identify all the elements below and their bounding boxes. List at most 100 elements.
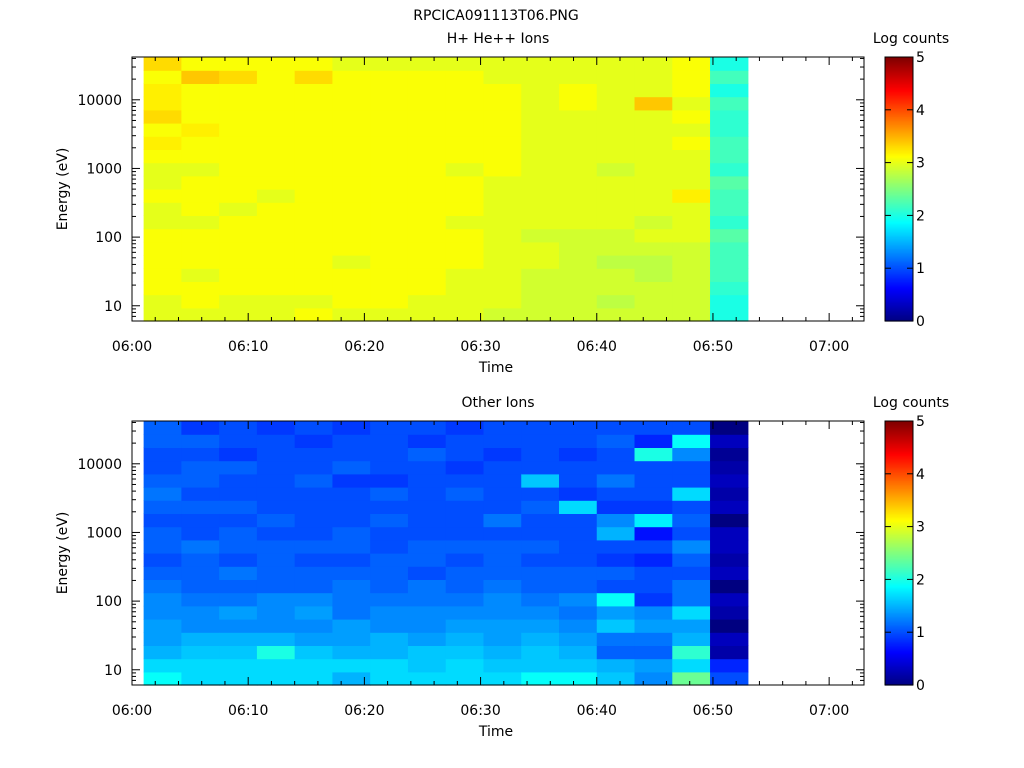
heatmap-cell bbox=[294, 109, 334, 124]
heatmap-cell bbox=[521, 228, 560, 243]
heatmap-cell bbox=[407, 241, 447, 256]
heatmap-cell bbox=[596, 281, 636, 296]
colorbar-segment bbox=[885, 652, 913, 654]
colorbar-segment bbox=[885, 113, 913, 116]
heatmap-cell bbox=[294, 487, 334, 501]
heatmap-cell bbox=[445, 645, 485, 660]
heatmap-cell bbox=[596, 228, 636, 243]
heatmap-cell bbox=[672, 513, 711, 528]
heatmap-cell bbox=[143, 579, 182, 594]
heatmap-cell bbox=[143, 539, 182, 554]
heatmap-cell bbox=[672, 202, 711, 216]
heatmap-cell bbox=[219, 645, 258, 660]
heatmap-cell bbox=[710, 175, 749, 190]
heatmap-cell bbox=[634, 592, 673, 607]
heatmap-cell bbox=[219, 109, 258, 124]
heatmap-cell bbox=[445, 96, 485, 111]
colorbar-segment bbox=[885, 145, 913, 148]
heatmap-cell bbox=[596, 658, 636, 673]
colorbar-segment bbox=[885, 567, 913, 570]
x-tick-label: 06:50 bbox=[693, 339, 733, 355]
heatmap-cell bbox=[596, 460, 636, 475]
heatmap-cell bbox=[634, 202, 673, 216]
colorbar-segment bbox=[885, 165, 913, 168]
heatmap-cell bbox=[634, 123, 673, 137]
heatmap-cell bbox=[219, 96, 258, 111]
colorbar-segment bbox=[885, 597, 913, 600]
colorbar-segment bbox=[885, 251, 913, 253]
heatmap-cell bbox=[370, 671, 409, 686]
heatmap-cell bbox=[332, 434, 371, 448]
heatmap-cell bbox=[332, 136, 371, 150]
heatmap-cell bbox=[256, 96, 296, 111]
colorbar-tick-label: 0 bbox=[916, 678, 925, 694]
heatmap-cell bbox=[596, 202, 636, 216]
colorbar-segment bbox=[885, 261, 913, 264]
colorbar-segment bbox=[885, 138, 913, 141]
colorbar-segment bbox=[885, 584, 913, 587]
colorbar-segment bbox=[885, 298, 913, 301]
heatmap-cell bbox=[256, 175, 296, 190]
colorbar-tick-label: 1 bbox=[916, 625, 925, 641]
heatmap-cell bbox=[521, 658, 560, 673]
colorbar-segment bbox=[885, 169, 913, 172]
y-tick-label: 1000 bbox=[86, 161, 122, 177]
heatmap-cell bbox=[332, 553, 371, 567]
heatmap-cell bbox=[445, 539, 485, 554]
colorbar-tick-label: 2 bbox=[916, 572, 925, 588]
colorbar-segment bbox=[885, 430, 913, 433]
colorbar-segment bbox=[885, 641, 913, 644]
colorbar-segment bbox=[885, 306, 913, 309]
heatmap-cell bbox=[256, 566, 296, 580]
colorbar-segment bbox=[885, 121, 913, 124]
colorbar-segment bbox=[885, 198, 913, 201]
colorbar-segment bbox=[885, 100, 913, 103]
colorbar-segment bbox=[885, 96, 913, 99]
colorbar-segment bbox=[885, 109, 913, 112]
colorbar-segment bbox=[885, 235, 913, 238]
heatmap-cell bbox=[143, 307, 182, 322]
colorbar-segment bbox=[885, 120, 913, 123]
heatmap-cell bbox=[256, 658, 296, 673]
colorbar-segment bbox=[885, 422, 913, 425]
heatmap-cell bbox=[521, 215, 560, 230]
heatmap-cell bbox=[407, 123, 447, 137]
colorbar-segment bbox=[885, 75, 913, 78]
colorbar-segment bbox=[885, 609, 913, 612]
colorbar-segment bbox=[885, 634, 913, 637]
colorbar-segment bbox=[885, 195, 913, 198]
x-axis-label: Time bbox=[478, 724, 513, 740]
heatmap-cell bbox=[710, 136, 749, 150]
colorbar-segment bbox=[885, 87, 913, 90]
heatmap-cell bbox=[710, 473, 749, 488]
heatmap-cell bbox=[370, 460, 409, 475]
heatmap-cell bbox=[143, 162, 182, 177]
heatmap-cell bbox=[143, 109, 182, 124]
colorbar-segment bbox=[885, 220, 913, 223]
heatmap-cell bbox=[483, 215, 522, 230]
colorbar-segment bbox=[885, 116, 913, 119]
heatmap-cell bbox=[407, 162, 447, 177]
heatmap-cell bbox=[634, 473, 673, 488]
heatmap-cell bbox=[332, 473, 371, 488]
heatmap-cell bbox=[521, 268, 560, 282]
colorbar-segment bbox=[885, 84, 913, 87]
heatmap-cell bbox=[332, 592, 371, 607]
heatmap-cell bbox=[521, 281, 560, 296]
colorbar-segment bbox=[885, 605, 913, 608]
heatmap-cell bbox=[181, 566, 220, 580]
heatmap-cell bbox=[559, 500, 598, 514]
heatmap-cell bbox=[445, 658, 485, 673]
heatmap-cell bbox=[634, 70, 673, 84]
heatmap-cell bbox=[256, 539, 296, 554]
colorbar-segment bbox=[885, 608, 913, 611]
colorbar-segment bbox=[885, 484, 913, 487]
heatmap-cell bbox=[256, 592, 296, 607]
colorbar-segment bbox=[885, 111, 913, 114]
heatmap-cell bbox=[483, 228, 522, 243]
colorbar-segment bbox=[885, 522, 913, 525]
colorbar-segment bbox=[885, 182, 913, 185]
heatmap-cell bbox=[596, 109, 636, 124]
heatmap-cell bbox=[407, 434, 447, 448]
colorbar-segment bbox=[885, 578, 913, 580]
